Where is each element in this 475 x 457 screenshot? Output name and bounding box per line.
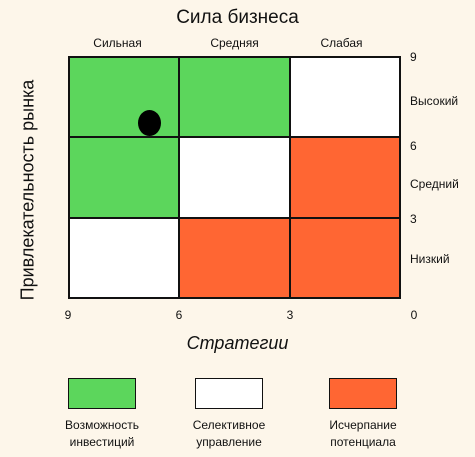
bottom-tick: 6: [175, 308, 183, 322]
column-label-strong: Сильная: [93, 36, 142, 50]
right-tick: 3: [410, 212, 417, 226]
bottom-tick: 3: [286, 308, 294, 322]
matrix-cell: [179, 57, 290, 138]
matrix-cell: [179, 217, 290, 298]
row-label-low: Низкий: [410, 252, 450, 266]
column-label-medium: Средняя: [210, 36, 259, 50]
matrix-cell: [289, 57, 400, 138]
legend-swatch-invest: [68, 378, 136, 409]
row-label-high: Высокий: [410, 94, 459, 108]
matrix-cell: [289, 137, 400, 218]
legend-label-invest: Возможность инвестиций: [65, 418, 139, 449]
legend-label-selective: Селективное управление: [192, 418, 266, 449]
right-tick: 6: [410, 139, 417, 153]
chart-title: Сила бизнеса: [176, 7, 299, 28]
y-axis-title: Привлекательность рынка: [17, 79, 38, 301]
legend-swatch-selective: [195, 378, 263, 409]
matrix-cell: [289, 217, 400, 298]
position-marker-dot: [138, 110, 161, 136]
x-axis-title: Стратегии: [186, 333, 289, 353]
bottom-tick: 9: [64, 308, 72, 322]
row-label-medium: Средний: [410, 177, 459, 191]
legend-label-exhaust: Исчерпание потенциала: [329, 418, 397, 449]
column-label-weak: Слабая: [320, 36, 363, 50]
matrix-cell: [69, 57, 180, 138]
bottom-tick: 0: [410, 308, 418, 322]
right-tick: 9: [410, 50, 417, 64]
legend-swatch-exhaust: [329, 378, 397, 409]
matrix-cell: [69, 217, 180, 298]
matrix-cell: [69, 137, 180, 218]
matrix-cell: [179, 137, 290, 218]
matrix-grid: [68, 56, 401, 299]
